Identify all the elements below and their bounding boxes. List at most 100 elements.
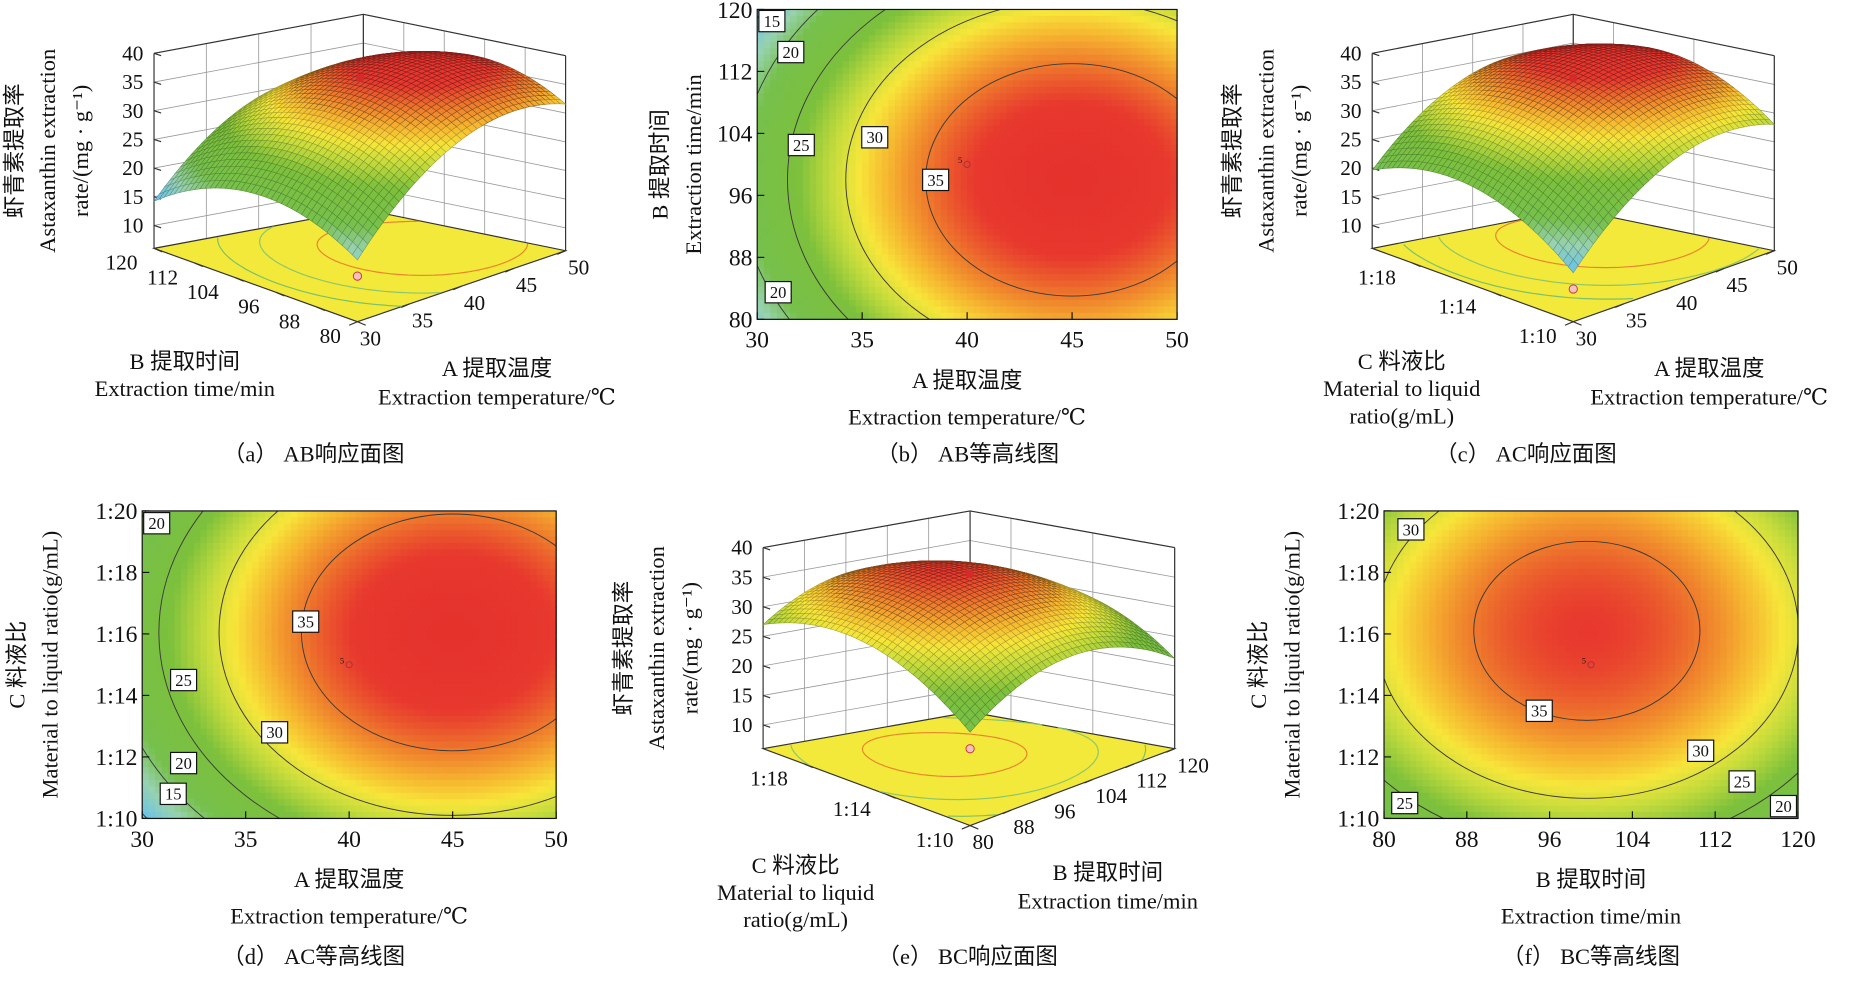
heatmap-cell xyxy=(783,99,791,108)
heatmap-cell xyxy=(1078,280,1086,288)
heatmap-cell xyxy=(881,106,890,114)
heatmap-cell xyxy=(1104,132,1113,140)
heatmap-cell xyxy=(1058,61,1067,69)
heatmap-cell xyxy=(1111,9,1119,17)
heatmap-cell xyxy=(862,196,870,204)
heatmap-cell xyxy=(908,196,916,204)
heatmap-cell xyxy=(993,145,1001,153)
heatmap-cell xyxy=(1163,183,1172,191)
heatmap-cell xyxy=(1032,93,1040,101)
heatmap-cell xyxy=(881,86,890,95)
heatmap-cell xyxy=(770,183,778,191)
heatmap-cell xyxy=(849,61,857,69)
heatmap-cell xyxy=(908,203,916,211)
heatmap-cell xyxy=(1039,299,1047,308)
heatmap-cell xyxy=(1039,74,1047,82)
heatmap-cell xyxy=(1104,274,1113,282)
heatmap-cell xyxy=(849,248,857,256)
heatmap-cell xyxy=(927,99,936,108)
heatmap-cell xyxy=(757,216,765,224)
heatmap-cell xyxy=(763,254,772,262)
heatmap-cell xyxy=(1019,177,1027,185)
heatmap-cell xyxy=(1137,99,1145,108)
heatmap-cell xyxy=(934,241,942,250)
heatmap-cell xyxy=(947,99,955,108)
heatmap-cell xyxy=(960,145,968,153)
heatmap-cell xyxy=(1124,306,1132,314)
heatmap-cell xyxy=(999,248,1008,256)
heatmap-cell xyxy=(849,67,857,75)
heatmap-cell xyxy=(894,138,903,146)
heatmap-cell xyxy=(1150,170,1159,179)
heatmap-cell xyxy=(881,28,890,37)
design-point-marker xyxy=(355,73,365,83)
heatmap-cell xyxy=(1157,170,1165,179)
heatmap-cell xyxy=(1098,35,1106,43)
heatmap-cell xyxy=(1085,145,1093,153)
heatmap-cell xyxy=(908,261,916,269)
heatmap-cell xyxy=(770,190,778,198)
heatmap-cell xyxy=(908,274,916,282)
heatmap-cell xyxy=(816,151,824,159)
heatmap-cell xyxy=(1144,138,1152,146)
heatmap-cell xyxy=(1052,22,1060,30)
heatmap-cell xyxy=(967,151,975,159)
axis-tick xyxy=(1372,196,1380,200)
heatmap-cell xyxy=(947,209,955,217)
heatmap-cell xyxy=(1032,80,1040,88)
heatmap-cell xyxy=(875,112,883,120)
heatmap-cell xyxy=(980,41,988,49)
heatmap-cell xyxy=(816,15,824,24)
heatmap-cell xyxy=(835,41,844,49)
heatmap-cell xyxy=(914,54,922,62)
heatmap-cell xyxy=(960,248,968,256)
heatmap-cell xyxy=(960,261,968,269)
z-axis-title: Astaxanthin extraction xyxy=(35,49,60,253)
heatmap-cell xyxy=(993,248,1001,256)
heatmap-cell xyxy=(881,112,890,120)
heatmap-cell xyxy=(999,112,1008,120)
heatmap-cell xyxy=(763,248,772,256)
heatmap-cell xyxy=(908,157,916,166)
heatmap-cell xyxy=(789,157,798,166)
heatmap-cell xyxy=(1111,228,1119,237)
heatmap-cell xyxy=(842,15,850,24)
heatmap-cell xyxy=(849,41,857,49)
heatmap-cell xyxy=(822,86,831,95)
heatmap-cell xyxy=(1131,196,1139,204)
heatmap-cell xyxy=(1058,119,1067,127)
heatmap-cell xyxy=(967,22,975,30)
heatmap-cell xyxy=(1078,157,1086,166)
heatmap-cell xyxy=(1111,125,1119,133)
heatmap-cell xyxy=(816,183,824,191)
heatmap-cell xyxy=(1104,280,1113,288)
heatmap-cell xyxy=(1124,119,1132,127)
heatmap-cell xyxy=(1150,15,1159,24)
heatmap-cell xyxy=(881,299,890,308)
heatmap-cell xyxy=(947,228,955,237)
heatmap-cell xyxy=(1137,209,1145,217)
heatmap-cell xyxy=(842,222,850,230)
heatmap-cell xyxy=(835,183,844,191)
heatmap-cell xyxy=(1098,74,1106,82)
heatmap-cell xyxy=(842,241,850,250)
heatmap-cell xyxy=(1026,48,1034,56)
heatmap-cell xyxy=(763,170,772,179)
heatmap-cell xyxy=(954,293,962,301)
heatmap-cell xyxy=(1124,228,1132,237)
heatmap-cell xyxy=(1078,228,1086,237)
heatmap-cell xyxy=(1052,35,1060,43)
heatmap-cell xyxy=(842,112,850,120)
heatmap-cell xyxy=(881,183,890,191)
heatmap-cell xyxy=(1039,151,1047,159)
heatmap-cell xyxy=(875,106,883,114)
heatmap-cell xyxy=(829,254,837,262)
heatmap-cell xyxy=(881,190,890,198)
heatmap-cell xyxy=(901,119,909,127)
heatmap-cell xyxy=(1085,196,1093,204)
heatmap-cell xyxy=(776,170,785,179)
heatmap-cell xyxy=(829,241,837,250)
heatmap-cell xyxy=(1091,183,1100,191)
heatmap-cell xyxy=(835,209,844,217)
x-axis-title: A 提取温度 xyxy=(442,356,552,381)
